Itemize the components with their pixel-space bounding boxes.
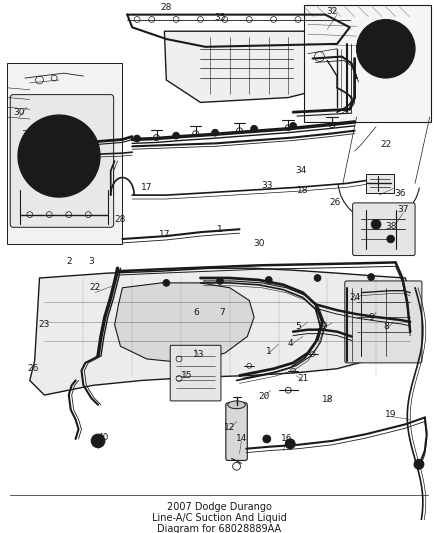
Text: 35: 35: [214, 13, 226, 22]
Text: 18: 18: [297, 185, 309, 195]
FancyBboxPatch shape: [226, 403, 247, 461]
Circle shape: [378, 41, 394, 56]
Text: 18: 18: [321, 395, 333, 405]
Circle shape: [351, 94, 358, 101]
Text: 29: 29: [27, 145, 39, 154]
Text: 2: 2: [66, 257, 71, 266]
Text: 34: 34: [295, 166, 307, 175]
Text: 21: 21: [297, 374, 309, 383]
Text: 36: 36: [395, 189, 406, 198]
Text: Diagram for 68028889AA: Diagram for 68028889AA: [157, 524, 281, 533]
Text: 26: 26: [329, 198, 341, 207]
Text: 22: 22: [380, 140, 392, 149]
FancyBboxPatch shape: [10, 95, 113, 227]
Circle shape: [263, 435, 271, 443]
Circle shape: [134, 135, 141, 142]
Circle shape: [351, 64, 358, 72]
Text: 13: 13: [193, 350, 204, 359]
FancyBboxPatch shape: [170, 345, 221, 401]
Text: 19: 19: [385, 410, 396, 419]
Circle shape: [368, 31, 403, 66]
Circle shape: [212, 129, 219, 136]
Text: 4: 4: [287, 339, 293, 348]
Text: 23: 23: [39, 320, 50, 329]
Text: 37: 37: [398, 205, 409, 214]
Polygon shape: [30, 268, 410, 395]
Text: 28: 28: [161, 3, 172, 12]
Circle shape: [351, 79, 358, 87]
Circle shape: [351, 50, 358, 58]
Circle shape: [18, 115, 100, 197]
Text: 2007 Dodge Durango: 2007 Dodge Durango: [166, 503, 272, 512]
Circle shape: [38, 185, 43, 191]
Text: 16: 16: [281, 434, 292, 443]
Text: 12: 12: [224, 423, 235, 432]
Circle shape: [173, 132, 180, 139]
Circle shape: [285, 439, 295, 449]
Circle shape: [387, 235, 395, 243]
Text: 22: 22: [89, 283, 101, 292]
Circle shape: [163, 279, 170, 286]
Text: 6: 6: [194, 308, 199, 317]
Ellipse shape: [228, 401, 245, 409]
Circle shape: [329, 118, 336, 125]
Circle shape: [290, 123, 297, 129]
Text: 28: 28: [115, 215, 126, 224]
Circle shape: [95, 438, 101, 444]
Circle shape: [54, 151, 64, 161]
Text: 33: 33: [261, 181, 272, 190]
Text: 30: 30: [13, 108, 25, 117]
Circle shape: [47, 144, 71, 168]
Text: Line-A/C Suction And Liquid: Line-A/C Suction And Liquid: [152, 513, 286, 523]
Text: 1: 1: [266, 346, 272, 356]
Bar: [366, 174, 394, 193]
Text: 15: 15: [181, 371, 193, 380]
Bar: [304, 5, 431, 122]
Text: 8: 8: [383, 322, 389, 332]
Circle shape: [371, 220, 381, 229]
FancyBboxPatch shape: [345, 281, 422, 363]
Circle shape: [74, 121, 81, 127]
Text: 17: 17: [141, 183, 152, 192]
Text: 1: 1: [217, 225, 223, 234]
Text: 24: 24: [349, 293, 360, 302]
Text: 7: 7: [219, 308, 225, 317]
Text: 31: 31: [21, 130, 32, 139]
Circle shape: [91, 434, 105, 448]
Polygon shape: [115, 283, 254, 363]
Circle shape: [88, 172, 94, 177]
Text: 17: 17: [159, 230, 170, 239]
Circle shape: [357, 20, 415, 78]
Circle shape: [216, 278, 223, 284]
Text: 39: 39: [317, 322, 328, 332]
Text: 20: 20: [258, 392, 269, 400]
Text: 27: 27: [46, 155, 58, 164]
Circle shape: [314, 274, 321, 281]
Circle shape: [368, 273, 374, 280]
Text: 26: 26: [27, 364, 39, 373]
Circle shape: [251, 125, 258, 132]
Circle shape: [414, 459, 424, 469]
Text: 38: 38: [385, 222, 396, 231]
Text: 40: 40: [97, 432, 109, 441]
Circle shape: [32, 129, 86, 183]
Text: 5: 5: [295, 322, 301, 332]
Text: 32: 32: [326, 7, 338, 16]
Text: 3: 3: [88, 257, 94, 266]
Circle shape: [24, 135, 30, 141]
Text: 30: 30: [253, 239, 265, 248]
Polygon shape: [164, 31, 342, 102]
Text: 9: 9: [368, 312, 374, 321]
Circle shape: [265, 277, 272, 284]
Bar: [7, 63, 123, 244]
FancyBboxPatch shape: [353, 203, 415, 255]
Text: 14: 14: [236, 434, 247, 443]
